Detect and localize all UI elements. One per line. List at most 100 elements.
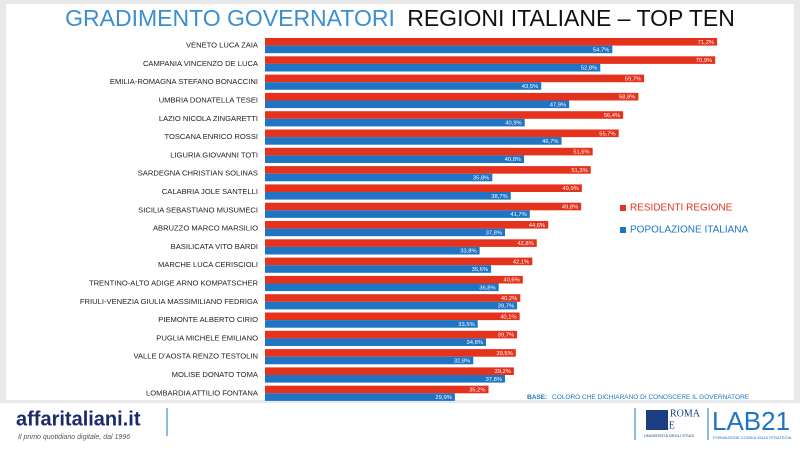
value-label: 49,9% <box>562 186 578 192</box>
bar <box>265 202 582 211</box>
value-label: 37,8% <box>486 230 502 236</box>
bar <box>265 38 718 46</box>
value-label: 39,7% <box>498 304 514 310</box>
bar <box>265 192 511 200</box>
bar <box>265 265 492 273</box>
category-label: CALABRIA JOLE SANTELLI <box>162 187 258 196</box>
uni-bottom: TRE <box>656 420 675 431</box>
category-label: VALLE D'AOSTA RENZO TESTOLIN <box>133 352 258 361</box>
category-label: BASILICATA VITO BARDI <box>171 242 258 251</box>
legend-label: POPOLAZIONE ITALIANA <box>630 225 749 236</box>
bar <box>265 82 542 90</box>
value-label: 35,6% <box>472 267 488 273</box>
value-label: 40,8% <box>505 157 521 163</box>
value-label: 54,7% <box>593 47 609 53</box>
note: BASE: COLORO CHE DICHIARANO DI CONOSCERE… <box>527 394 750 401</box>
value-label: 33,8% <box>460 249 476 255</box>
bar <box>265 275 523 284</box>
lab-sub: FORMAZIONE CONSULENZA STRATEGIA <box>713 435 792 440</box>
bar <box>265 137 562 145</box>
bar <box>265 92 639 101</box>
bar <box>265 367 514 375</box>
value-label: 44,6% <box>529 223 545 229</box>
note-text: COLORO CHE DICHIARANO DI CONOSCERE IL GO… <box>552 394 750 401</box>
bar <box>265 173 493 182</box>
uni-sub: UNIVERSITÀ DEGLI STUDI <box>644 433 694 438</box>
category-label: ABRUZZO MARCO MARSILIO <box>153 224 258 233</box>
value-label: 29,9% <box>435 395 451 401</box>
bar <box>265 349 516 357</box>
bar <box>265 283 499 292</box>
value-label: 42,8% <box>517 241 533 247</box>
value-label: 35,2% <box>469 388 485 394</box>
bar <box>265 147 593 156</box>
bar <box>265 257 533 266</box>
category-label: UMBRIA DONATELLA TESEI <box>159 96 258 105</box>
bar <box>265 221 549 229</box>
bar <box>265 385 489 394</box>
bar <box>265 356 474 365</box>
category-label: VENETO LUCA ZAIA <box>186 41 259 50</box>
uni-top: ROMA <box>670 408 701 419</box>
value-label: 56,4% <box>604 113 620 119</box>
value-label: 41,7% <box>510 212 526 218</box>
bar <box>265 228 506 237</box>
bar <box>265 56 716 64</box>
value-label: 37,8% <box>486 377 502 383</box>
bar <box>265 301 518 310</box>
value-label: 43,5% <box>522 84 538 90</box>
bar <box>265 210 530 218</box>
value-label: 52,8% <box>581 66 597 72</box>
value-label: 35,8% <box>473 176 489 182</box>
value-label: 58,8% <box>619 95 635 101</box>
value-label: 51,6% <box>573 150 589 156</box>
bar <box>265 63 601 72</box>
category-label: SARDEGNA CHRISTIAN SOLINAS <box>138 169 258 178</box>
bar <box>265 246 480 255</box>
category-label: PIEMONTE ALBERTO CIRIO <box>158 315 258 324</box>
legend-swatch <box>620 227 626 233</box>
value-label: 70,9% <box>696 58 712 64</box>
lab: LAB21 <box>712 406 790 436</box>
value-label: 36,8% <box>479 285 495 291</box>
category-label: PUGLIA MICHELE EMILIANO <box>156 333 258 342</box>
category-label: TOSCANA ENRICO ROSSI <box>164 132 258 141</box>
category-label: CAMPANIA VINCENZO DE LUCA <box>143 59 259 68</box>
category-label: LAZIO NICOLA ZINGARETTI <box>159 114 258 123</box>
bar <box>265 166 591 174</box>
value-label: 71,2% <box>698 40 714 46</box>
category-label: LIGURIA GIOVANNI TOTI <box>170 150 258 159</box>
bar <box>265 100 570 109</box>
bar <box>265 239 537 247</box>
bar <box>265 155 525 163</box>
bar <box>265 375 506 383</box>
value-label: 39,2% <box>494 369 510 375</box>
bar <box>265 330 518 339</box>
value-label: 47,9% <box>550 102 566 108</box>
category-label: LOMBARDIA ATTILIO FONTANA <box>146 388 259 397</box>
bar <box>265 45 613 54</box>
bar <box>265 294 521 302</box>
value-label: 40,6% <box>503 278 519 284</box>
chart-title: GRADIMENTO GOVERNATORI REGIONI ITALIANE … <box>65 5 735 31</box>
category-label: MOLISE DONATO TOMA <box>172 370 259 379</box>
bar <box>265 118 525 127</box>
value-label: 51,3% <box>571 168 587 174</box>
value-label: 39,5% <box>496 351 512 357</box>
value-label: 34,8% <box>467 340 483 346</box>
bar <box>265 320 478 328</box>
legend-label: RESIDENTI REGIONE <box>630 203 733 214</box>
bar <box>265 184 582 192</box>
value-label: 32,8% <box>454 359 470 365</box>
value-label: 38,7% <box>491 194 507 200</box>
legend-swatch <box>620 205 626 211</box>
value-label: 49,8% <box>562 205 578 211</box>
title-part: GRADIMENTO GOVERNATORI <box>65 5 395 31</box>
category-label: EMILIA-ROMAGNA STEFANO BONACCINI <box>110 77 258 86</box>
value-label: 33,5% <box>458 322 474 328</box>
title-part: REGIONI ITALIANE – TOP TEN <box>407 5 735 31</box>
value-label: 55,7% <box>599 131 615 137</box>
value-label: 40,9% <box>505 121 521 127</box>
